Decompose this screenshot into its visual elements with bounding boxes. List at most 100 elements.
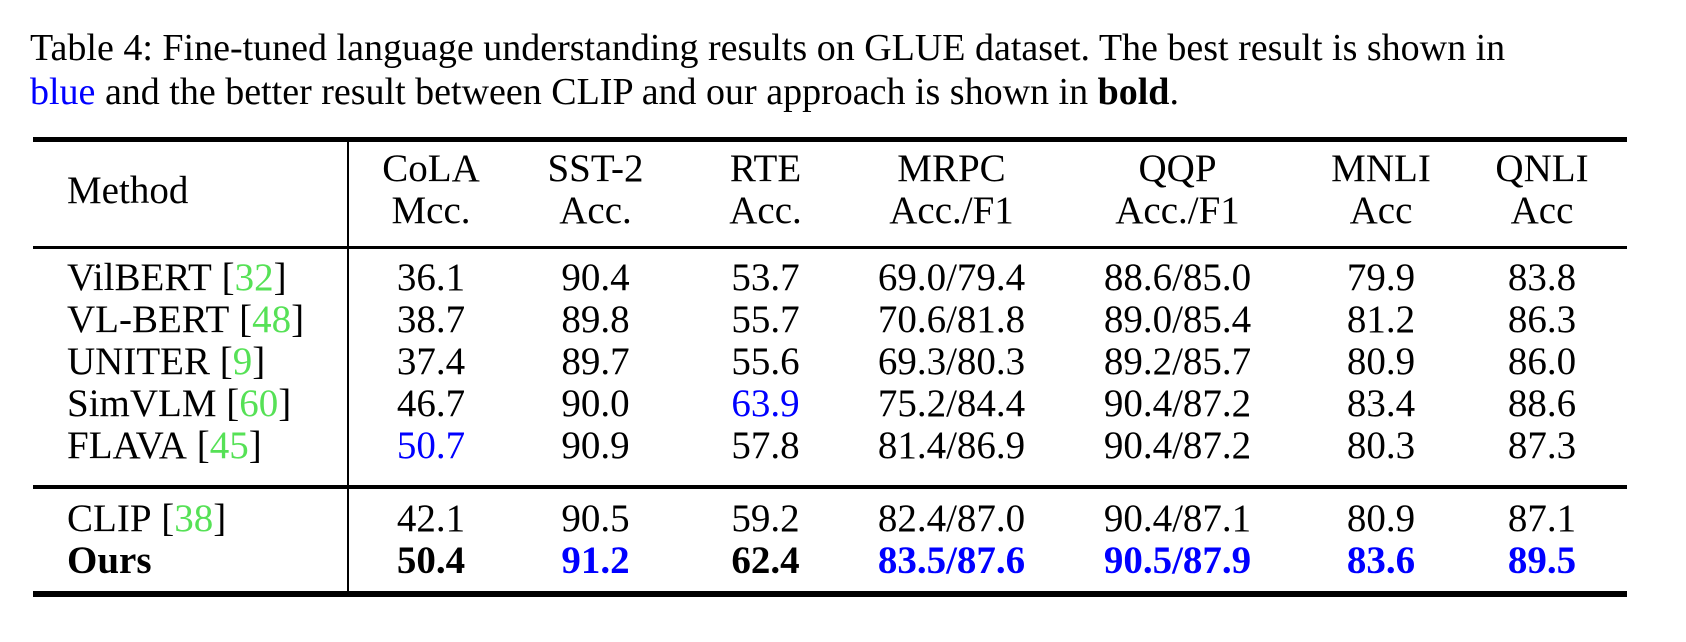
value-cell: 90.4 xyxy=(561,256,630,299)
caption-text-part1: Table 4: Fine-tuned language understandi… xyxy=(30,27,1506,69)
column-header-rte: RTE Acc. xyxy=(678,139,853,249)
method-cell: SimVLM [60] xyxy=(33,382,349,425)
method-name: FLAVA xyxy=(67,424,187,467)
method-name: Ours xyxy=(67,539,152,582)
value-cell: 90.5 xyxy=(561,497,630,540)
citation: [32] xyxy=(211,256,287,299)
glue-results-table: Method CoLA Mcc. SST-2 Acc. RTE Acc. MRPC Acc./… xyxy=(33,137,1627,597)
value-cell: 50.4 xyxy=(396,539,466,582)
method-name: SimVLM xyxy=(67,382,217,425)
citation-number: 32 xyxy=(234,256,274,299)
value-cell: 87.1 xyxy=(1507,497,1577,540)
table-header: Method CoLA Mcc. SST-2 Acc. RTE Acc. MRPC Acc./… xyxy=(33,139,1627,249)
column-header-mrpc: MRPC Acc./F1 xyxy=(853,139,1050,249)
table-row-simvlm: SimVLM [60] 46.7 90.0 63.9 75.2/84.4 90.4/87.… xyxy=(33,383,1627,425)
method-name: VL-BERT xyxy=(67,298,230,341)
method-cell: VilBERT [32] xyxy=(33,247,349,299)
value-cell: 62.4 xyxy=(731,539,800,582)
value-cell: 89.0/85.4 xyxy=(1103,298,1252,341)
value-cell: 83.4 xyxy=(1346,382,1416,425)
table-section-baselines: VilBERT [32] 36.1 90.4 53.7 69.0/79.4 88.6/85… xyxy=(33,247,1627,487)
value-cell: 79.9 xyxy=(1346,256,1416,299)
value-cell: 86.3 xyxy=(1507,298,1577,341)
value-cell: 89.7 xyxy=(561,340,630,383)
method-cell: FLAVA [45] xyxy=(33,424,349,487)
column-metric: Acc. xyxy=(559,189,632,232)
value-cell: 80.9 xyxy=(1346,340,1416,383)
value-cell: 87.3 xyxy=(1507,424,1577,467)
column-name: RTE xyxy=(729,147,802,190)
caption-line-2: blue and the better result between CLIP … xyxy=(30,70,1686,114)
column-header-qnli: QNLI Acc xyxy=(1457,139,1627,249)
caption-blue-word: blue xyxy=(30,71,96,113)
column-header-method: Method xyxy=(33,139,349,249)
column-name: QNLI xyxy=(1495,147,1589,190)
citation-number: 45 xyxy=(209,424,249,467)
method-cell: UNITER [9] xyxy=(33,340,349,383)
table-row-clip: CLIP [38] 42.1 90.5 59.2 82.4/87.0 90.4/87.1 8… xyxy=(33,487,1627,540)
value-cell: 88.6 xyxy=(1507,382,1577,425)
value-cell: 89.5 xyxy=(1507,539,1577,582)
citation: [48] xyxy=(229,298,305,341)
column-metric: Mcc. xyxy=(391,189,471,232)
column-name: QQP xyxy=(1138,147,1217,190)
value-cell: 90.5/87.9 xyxy=(1103,539,1252,582)
table-row-uniter: UNITER [9] 37.4 89.7 55.6 69.3/80.3 89.2/85.7… xyxy=(33,341,1627,383)
value-cell: 55.6 xyxy=(731,340,800,383)
column-name: MNLI xyxy=(1331,147,1431,190)
value-cell: 88.6/85.0 xyxy=(1103,256,1252,299)
method-cell: Ours xyxy=(33,539,349,594)
table-caption: Table 4: Fine-tuned language understandi… xyxy=(30,26,1686,114)
column-name: SST-2 xyxy=(547,147,644,190)
method-cell: CLIP [38] xyxy=(33,487,349,540)
value-cell: 59.2 xyxy=(731,497,800,540)
value-cell: 81.2 xyxy=(1346,298,1416,341)
citation-number: 9 xyxy=(232,340,253,383)
citation: [45] xyxy=(186,424,262,467)
table-row-flava: FLAVA [45] 50.7 90.9 57.8 81.4/86.9 90.4/87.2… xyxy=(33,425,1627,487)
column-header-cola: CoLA Mcc. xyxy=(348,139,513,249)
value-cell: 69.0/79.4 xyxy=(877,256,1026,299)
value-cell: 38.7 xyxy=(396,298,466,341)
caption-period: . xyxy=(1169,71,1179,113)
value-cell: 36.1 xyxy=(396,256,466,299)
caption-text-part2: and the better result between CLIP and o… xyxy=(104,71,1089,113)
value-cell: 46.7 xyxy=(396,382,466,425)
method-cell: VL-BERT [48] xyxy=(33,298,349,341)
column-metric: Acc. xyxy=(729,189,802,232)
value-cell: 69.3/80.3 xyxy=(877,340,1026,383)
value-cell: 80.3 xyxy=(1346,424,1416,467)
column-metric: Acc xyxy=(1510,189,1574,232)
value-cell: 91.2 xyxy=(561,539,630,582)
caption-bold-word: bold xyxy=(1097,71,1170,113)
value-cell: 55.7 xyxy=(731,298,800,341)
method-name: VilBERT xyxy=(67,256,212,299)
citation: [9] xyxy=(209,340,266,383)
value-cell: 81.4/86.9 xyxy=(877,424,1026,467)
value-cell: 80.9 xyxy=(1346,497,1416,540)
column-header-sst-2: SST-2 Acc. xyxy=(513,139,678,249)
value-cell: 90.9 xyxy=(561,424,630,467)
citation-number: 48 xyxy=(252,298,292,341)
column-metric: Acc./F1 xyxy=(1115,189,1240,232)
column-header-mnli: MNLI Acc xyxy=(1305,139,1457,249)
citation: [60] xyxy=(216,382,292,425)
value-cell: 83.5/87.6 xyxy=(877,539,1026,582)
column-metric: Acc./F1 xyxy=(889,189,1014,232)
method-name: CLIP xyxy=(67,497,152,540)
citation: [38] xyxy=(151,497,227,540)
table-section-clip-ours: CLIP [38] 42.1 90.5 59.2 82.4/87.0 90.4/87.1 8… xyxy=(33,487,1627,594)
column-name: CoLA xyxy=(382,147,480,190)
value-cell: 50.7 xyxy=(396,424,466,467)
value-cell: 37.4 xyxy=(396,340,466,383)
column-header-qqp: QQP Acc./F1 xyxy=(1050,139,1305,249)
value-cell: 89.2/85.7 xyxy=(1103,340,1252,383)
column-name: MRPC xyxy=(897,147,1006,190)
table-row-vl-bert: VL-BERT [48] 38.7 89.8 55.7 70.6/81.8 89.0/85… xyxy=(33,299,1627,341)
value-cell: 90.4/87.1 xyxy=(1103,497,1252,540)
paper-table-figure: Table 4: Fine-tuned language understandi… xyxy=(0,26,1686,642)
table-row-vilbert: VilBERT [32] 36.1 90.4 53.7 69.0/79.4 88.6/85… xyxy=(33,247,1627,299)
header-row: Method CoLA Mcc. SST-2 Acc. RTE Acc. MRPC Acc./… xyxy=(33,139,1627,249)
value-cell: 42.1 xyxy=(396,497,466,540)
method-name: UNITER xyxy=(67,340,210,383)
